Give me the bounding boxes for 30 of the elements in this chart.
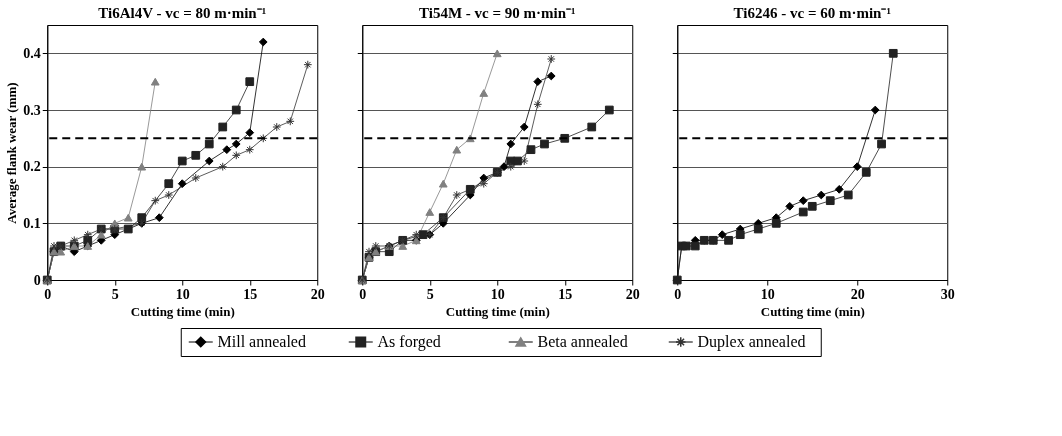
x-tick-label: 15 bbox=[558, 286, 573, 302]
x-tick-label: 0 bbox=[44, 286, 52, 302]
y-axis-title: Average flank wear (mm) bbox=[4, 82, 20, 224]
x-tick-label: 0 bbox=[674, 286, 682, 302]
x-tick-label: 0 bbox=[359, 286, 367, 302]
x-tick-label: 10 bbox=[490, 286, 505, 302]
y-tick-label: 0 bbox=[33, 272, 41, 288]
chart-title: Ti6Al4V - vc = 80 m·min⁻¹ bbox=[98, 5, 267, 21]
x-tick-label: 10 bbox=[175, 286, 190, 302]
y-tick-label: 0.4 bbox=[23, 45, 41, 61]
x-tick-label: 5 bbox=[111, 286, 119, 302]
x-axis-title: Cutting time (min) bbox=[445, 303, 550, 319]
legend-label: As forged bbox=[377, 333, 441, 351]
legend-label: Duplex annealed bbox=[697, 333, 806, 351]
x-tick-label: 20 bbox=[625, 286, 640, 302]
x-tick-label: 15 bbox=[243, 286, 258, 302]
chart-title: Ti6246 - vc = 60 m·min⁻¹ bbox=[733, 5, 891, 21]
x-tick-label: 5 bbox=[426, 286, 434, 302]
legend-label: Beta annealed bbox=[537, 333, 628, 350]
x-tick-label: 20 bbox=[310, 286, 325, 302]
y-tick-label: 0.2 bbox=[23, 159, 41, 175]
y-tick-label: 0.3 bbox=[23, 102, 41, 118]
x-axis-title: Cutting time (min) bbox=[760, 303, 865, 319]
y-tick-label: 0.1 bbox=[23, 215, 41, 231]
x-tick-label: 30 bbox=[940, 286, 955, 302]
legend-label: Mill annealed bbox=[217, 333, 306, 350]
x-axis-title: Cutting time (min) bbox=[130, 303, 235, 319]
x-tick-label: 20 bbox=[850, 286, 865, 302]
x-tick-label: 10 bbox=[760, 286, 775, 302]
chart-title: Ti54M - vc = 90 m·min⁻¹ bbox=[418, 5, 576, 21]
